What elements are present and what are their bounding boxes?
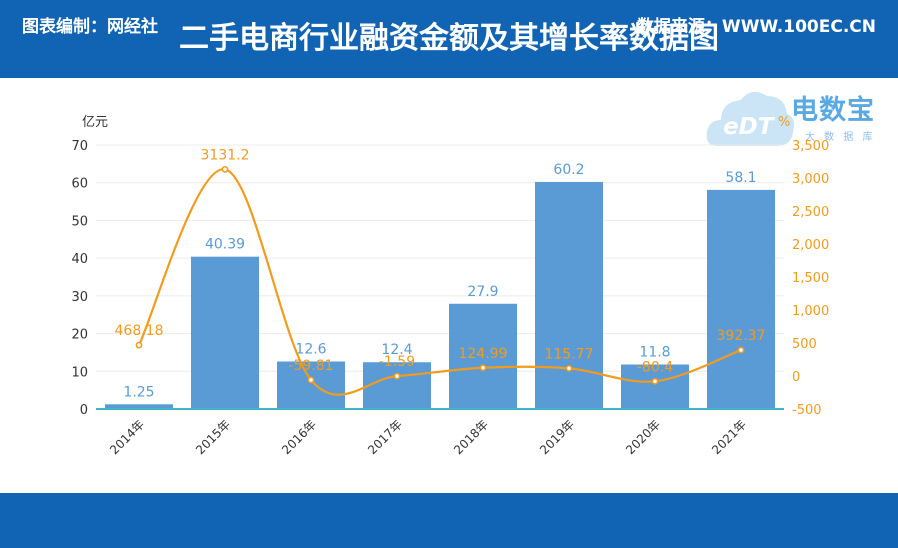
bar	[707, 189, 775, 409]
x-tick-label: 2020年	[623, 417, 663, 457]
y2-tick-label: 2,000	[792, 238, 829, 253]
y-axis-unit: 亿元	[82, 115, 108, 130]
footer-bar	[0, 493, 898, 548]
line-value-label: -59.81	[288, 358, 333, 374]
y-tick-label: 20	[71, 328, 88, 343]
line-point	[565, 364, 573, 372]
logo: eDT 电数宝 大 数 据 库	[705, 84, 895, 154]
y-tick-label: 30	[71, 290, 88, 305]
bar	[621, 364, 689, 409]
x-tick-label: 2017年	[365, 417, 405, 457]
y-tick-label: 50	[71, 214, 88, 229]
y2-tick-label: 1,000	[792, 304, 829, 319]
header-bar	[0, 0, 898, 78]
y2-tick-label: 1,500	[792, 271, 829, 286]
bar-value-label: 11.8	[639, 344, 670, 360]
bar	[449, 303, 517, 409]
bar-value-label: 40.39	[205, 237, 245, 253]
line-point	[307, 376, 315, 384]
y-tick-label: 60	[71, 177, 88, 192]
line-point	[479, 364, 487, 372]
x-tick-label: 2019年	[537, 417, 577, 457]
y-tick-label: 40	[71, 252, 88, 267]
bar	[105, 404, 173, 409]
bar	[363, 362, 431, 409]
y2-tick-label: -500	[792, 403, 822, 418]
line-value-label: 3131.2	[201, 147, 250, 163]
bar-value-label: 12.4	[381, 342, 412, 358]
y2-tick-label: 500	[792, 337, 817, 352]
bar	[277, 361, 345, 409]
x-tick-label: 2018年	[451, 417, 491, 457]
line-point	[651, 377, 659, 385]
bar-value-label: 58.1	[725, 170, 756, 186]
chart-title: 二手电商行业融资金额及其增长率数据图	[179, 21, 719, 56]
logo-sub: 大 数 据 库	[805, 132, 876, 143]
line-point	[221, 165, 229, 173]
bar	[191, 256, 259, 409]
y-tick-label: 70	[71, 139, 88, 154]
y2-axis-unit: %	[778, 115, 790, 130]
footer-source: 数据来源：WWW.100EC.CN	[636, 17, 876, 37]
cloud-icon	[706, 91, 795, 146]
y-tick-label: 10	[71, 365, 88, 380]
line-value-label: -1.59	[379, 354, 415, 370]
bar	[535, 181, 603, 409]
line-point	[135, 341, 143, 349]
y2-tick-label: 0	[792, 370, 800, 385]
logo-mark: eDT	[723, 114, 774, 140]
footer-credit: 图表编制：网经社	[22, 17, 158, 37]
line-point	[393, 372, 401, 380]
y2-tick-label: 3,500	[792, 139, 829, 154]
bar-value-label: 1.25	[123, 384, 154, 400]
line-point	[737, 346, 745, 354]
bar-value-label: 60.2	[553, 162, 584, 178]
x-tick-label: 2021年	[709, 417, 749, 457]
line-value-label: 468.18	[115, 323, 164, 339]
x-tick-label: 2014年	[107, 417, 147, 457]
line-value-label: -80.4	[637, 359, 673, 375]
x-tick-label: 2016年	[279, 417, 319, 457]
line-value-label: 392.37	[717, 328, 766, 344]
line-value-label: 124.99	[459, 346, 508, 362]
y-tick-label: 0	[80, 403, 88, 418]
x-tick-label: 2015年	[193, 417, 233, 457]
logo-name: 电数宝	[791, 95, 875, 126]
bar-value-label: 27.9	[467, 284, 498, 300]
line-value-label: 115.77	[545, 346, 594, 362]
bar-value-label: 12.6	[295, 341, 326, 357]
y2-tick-label: 3,000	[792, 172, 829, 187]
y2-tick-label: 2,500	[792, 205, 829, 220]
